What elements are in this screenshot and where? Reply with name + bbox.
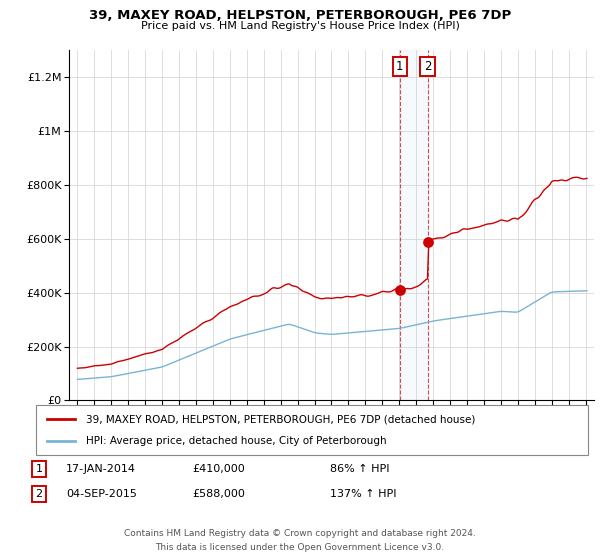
Text: Price paid vs. HM Land Registry's House Price Index (HPI): Price paid vs. HM Land Registry's House …	[140, 21, 460, 31]
Text: 17-JAN-2014: 17-JAN-2014	[66, 464, 136, 474]
Text: £588,000: £588,000	[192, 489, 245, 499]
Point	[423, 237, 433, 246]
Text: 39, MAXEY ROAD, HELPSTON, PETERBOROUGH, PE6 7DP: 39, MAXEY ROAD, HELPSTON, PETERBOROUGH, …	[89, 9, 511, 22]
Text: Contains HM Land Registry data © Crown copyright and database right 2024.: Contains HM Land Registry data © Crown c…	[124, 529, 476, 538]
Bar	[400, 50, 428, 400]
Text: 1: 1	[35, 464, 43, 474]
Text: 2: 2	[35, 489, 43, 499]
Text: 86% ↑ HPI: 86% ↑ HPI	[330, 464, 389, 474]
Text: 1: 1	[396, 60, 404, 73]
Text: 39, MAXEY ROAD, HELPSTON, PETERBOROUGH, PE6 7DP (detached house): 39, MAXEY ROAD, HELPSTON, PETERBOROUGH, …	[86, 414, 475, 424]
Text: 137% ↑ HPI: 137% ↑ HPI	[330, 489, 397, 499]
Text: £410,000: £410,000	[192, 464, 245, 474]
Point	[395, 286, 405, 295]
Text: 04-SEP-2015: 04-SEP-2015	[66, 489, 137, 499]
Text: 2: 2	[424, 60, 431, 73]
Text: This data is licensed under the Open Government Licence v3.0.: This data is licensed under the Open Gov…	[155, 543, 445, 552]
Text: HPI: Average price, detached house, City of Peterborough: HPI: Average price, detached house, City…	[86, 436, 386, 446]
